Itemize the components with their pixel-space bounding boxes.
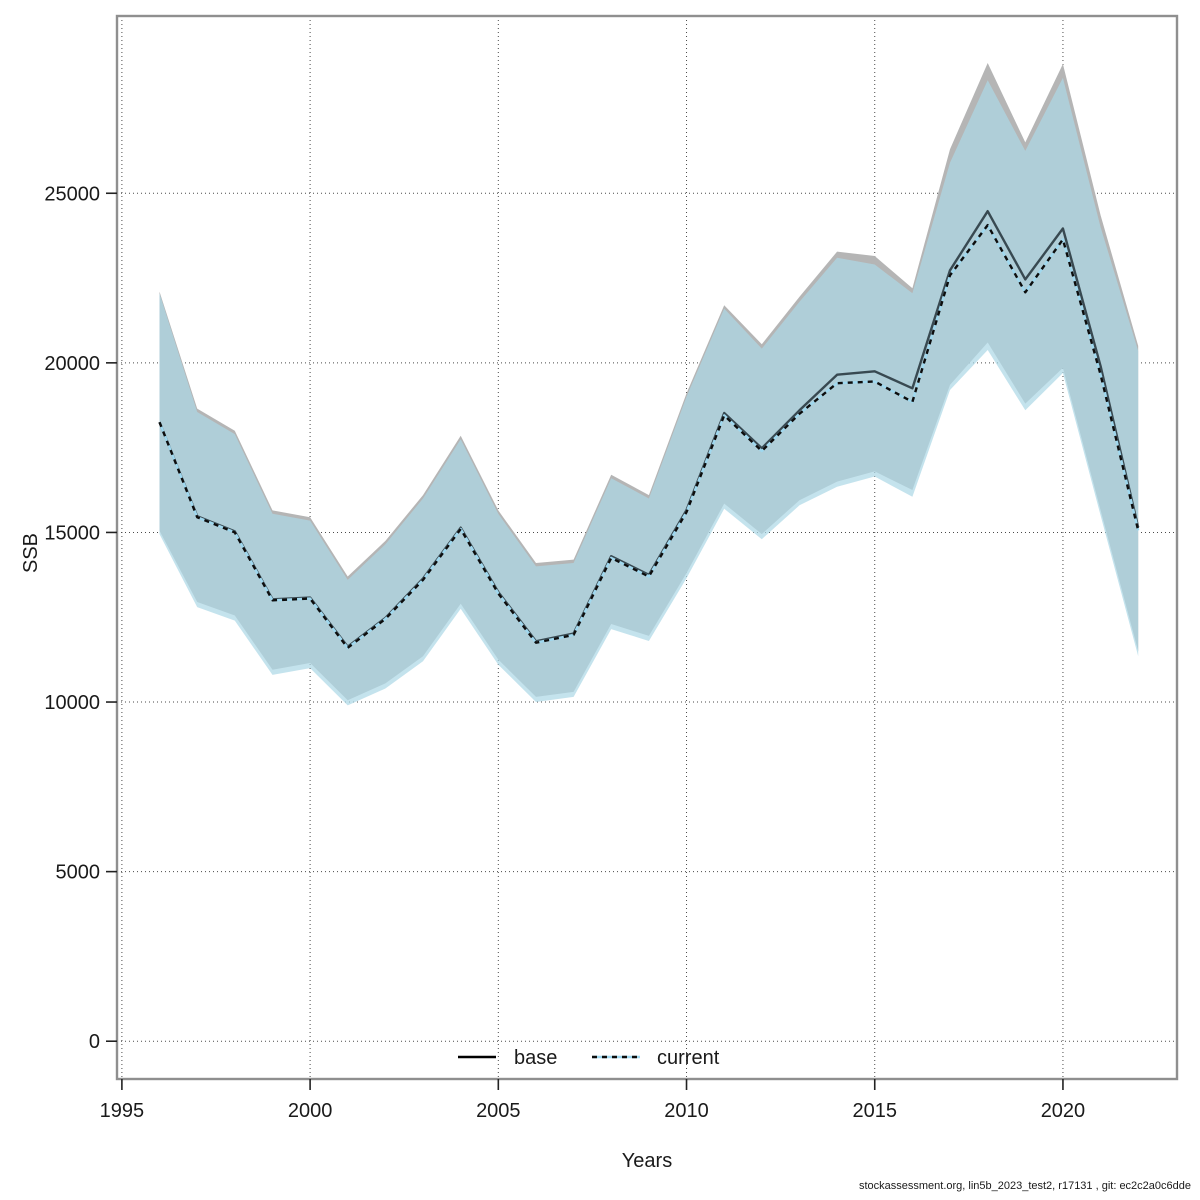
x-axis-tick-label: 2015 [852, 1100, 897, 1122]
x-axis-tick-label: 2020 [1041, 1100, 1086, 1122]
y-axis-title: SSB [20, 533, 42, 573]
confidence-bands-layer [159, 63, 1139, 706]
x-axis-title: Years [622, 1150, 672, 1172]
band-current_ci [159, 77, 1139, 706]
y-axis-tick-label: 5000 [56, 862, 101, 884]
footer-attribution: stockassessment.org, lin5b_2023_test2, r… [859, 1180, 1191, 1192]
series-lines-layer [158, 210, 1140, 649]
line-current [158, 223, 1140, 649]
axis-ticks-layer: 0 5000 10000 15000 20000 25000 1995 2000 2005 201… [44, 183, 1085, 1122]
y-axis-tick-label: 0 [89, 1031, 100, 1053]
x-axis-tick-label: 2000 [288, 1100, 333, 1122]
y-axis-tick-label: 25000 [44, 183, 100, 205]
y-axis-tick-label: 15000 [44, 522, 100, 544]
legend-base-label: base [514, 1047, 557, 1069]
x-axis-tick-label: 2005 [476, 1100, 521, 1122]
legend: base current [458, 1047, 720, 1069]
x-axis-tick-label: 1995 [100, 1100, 145, 1122]
plot-border [115, 14, 1179, 1081]
x-axis-tick-label: 2010 [664, 1100, 709, 1122]
y-axis-tick-label: 10000 [44, 692, 100, 714]
y-axis-tick-label: 20000 [44, 353, 100, 375]
legend-current-label: current [657, 1047, 720, 1069]
